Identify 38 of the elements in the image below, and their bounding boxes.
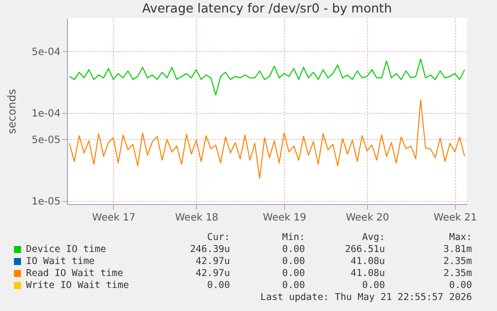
y-axis-title: seconds (6, 88, 19, 134)
text: 42.97u (196, 256, 230, 267)
legend-label: Device IO time (26, 244, 106, 255)
text: Min: (282, 232, 305, 243)
text: 42.97u (196, 268, 230, 279)
text: 0.00 (282, 244, 305, 255)
text: Cur: (207, 232, 230, 243)
text: 266.51u (344, 244, 385, 255)
text: 41.08u (350, 268, 385, 279)
legend-label: IO Wait time (26, 256, 95, 267)
legend-label: Write IO Wait time (26, 280, 129, 291)
text: 0.00 (282, 256, 305, 267)
text: 0.00 (207, 280, 230, 291)
text: Max: (449, 232, 472, 243)
line-series (68, 58, 466, 96)
y-tick-label: 1e-05 (32, 196, 60, 208)
y-tick-label: 5e-05 (32, 134, 60, 146)
text: Avg: (362, 232, 385, 243)
text: 41.08u (350, 256, 385, 267)
y-tick-label: 1e-04 (32, 108, 60, 120)
text: 3.81m (443, 244, 472, 255)
line-series (68, 100, 466, 179)
y-tick-label: 5e-04 (32, 46, 60, 58)
text: 0.00 (282, 280, 305, 291)
text: 0.00 (362, 280, 385, 291)
text: 2.35m (443, 268, 472, 279)
x-tick-label: Week 21 (434, 212, 477, 224)
text: Last update: Thu May 21 22:55:57 2026 (259, 292, 473, 304)
text: 2.35m (443, 256, 472, 267)
x-tick-label: Week 17 (92, 212, 136, 224)
x-tick-label: Week 19 (262, 212, 306, 224)
legend-label: Read IO Wait time (26, 268, 124, 279)
text: 0.00 (449, 280, 472, 291)
x-tick-label: Week 18 (175, 212, 218, 224)
x-tick-label: Week 20 (346, 212, 390, 224)
chart-title: Average latency for /dev/sr0 - by month (142, 0, 392, 16)
text: 246.39u (190, 244, 230, 255)
text: 0.00 (282, 268, 305, 279)
